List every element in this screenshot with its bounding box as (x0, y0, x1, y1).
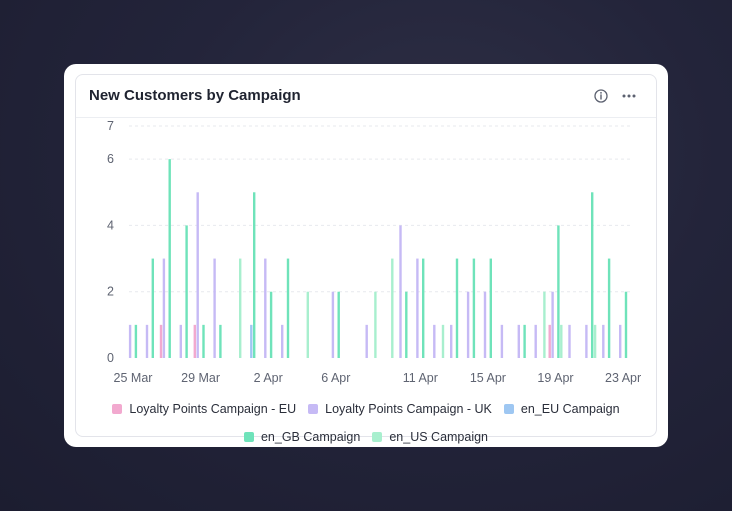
bar[interactable] (405, 291, 408, 358)
bar[interactable] (422, 258, 425, 358)
bar[interactable] (607, 258, 611, 358)
bar[interactable] (602, 324, 605, 358)
bar[interactable] (202, 324, 205, 358)
bar[interactable] (281, 324, 284, 358)
bar[interactable] (269, 291, 273, 358)
bar[interactable] (585, 324, 588, 358)
bar[interactable] (551, 291, 554, 358)
y-tick-label: 7 (107, 119, 114, 133)
x-tick-label: 25 Mar (114, 371, 153, 385)
x-tick-label: 23 Apr (605, 371, 641, 385)
bar[interactable] (196, 192, 199, 358)
more-options-icon[interactable] (619, 86, 639, 106)
bar[interactable] (151, 258, 154, 358)
bar[interactable] (213, 258, 216, 358)
bar[interactable] (399, 225, 402, 358)
chart-title: New Customers by Campaign (89, 87, 301, 104)
bar[interactable] (489, 258, 492, 358)
y-tick-label: 4 (107, 218, 114, 232)
y-tick-label: 6 (107, 152, 114, 166)
bar[interactable] (219, 324, 222, 358)
bar[interactable] (264, 258, 267, 358)
bar[interactable] (455, 258, 459, 358)
legend-swatch (372, 432, 383, 442)
bar[interactable] (365, 324, 368, 358)
legend-item[interactable]: Loyalty Points Campaign - EU (112, 401, 296, 417)
y-tick-label: 2 (107, 285, 114, 299)
bar[interactable] (179, 324, 182, 358)
bar[interactable] (253, 192, 256, 358)
bar[interactable] (168, 159, 171, 358)
bar-chart: 0 2 4 6 7 25 Mar 29 Mar 2 Apr 6 Apr 11 Apr 15 Apr 1… (107, 119, 641, 385)
card-header: New Customers by Campaign (76, 75, 656, 118)
bar[interactable] (145, 324, 149, 358)
legend-label: en_US Campaign (389, 430, 489, 444)
chart-legend: Loyalty Points Campaign - EU Loyalty Poin… (76, 401, 656, 445)
legend-swatch (503, 404, 514, 414)
bar[interactable] (450, 324, 453, 358)
bar[interactable] (250, 324, 253, 358)
bar[interactable] (391, 258, 394, 358)
bar[interactable] (557, 225, 560, 358)
bar[interactable] (286, 258, 290, 358)
x-tick-label: 2 Apr (254, 371, 283, 385)
bar[interactable] (374, 291, 377, 358)
bar[interactable] (500, 324, 504, 358)
legend-label: Loyalty Points Campaign - UK (325, 402, 492, 416)
bar[interactable] (548, 324, 551, 358)
legend-label: en_GB Campaign (260, 430, 361, 444)
bar[interactable] (483, 291, 487, 358)
bar[interactable] (441, 324, 445, 358)
legend-item[interactable]: en_US Campaign (372, 429, 488, 445)
legend-swatch (243, 432, 254, 442)
bar[interactable] (239, 258, 242, 358)
bar[interactable] (159, 324, 163, 358)
bar[interactable] (560, 324, 563, 358)
bar[interactable] (517, 324, 520, 358)
chart-card: New Customers by Campaign 0 2 4 6 7 25 Mar 29 … (75, 74, 657, 444)
bar[interactable] (306, 291, 309, 358)
bar[interactable] (134, 324, 138, 358)
x-tick-label: 19 Apr (537, 371, 573, 385)
bar[interactable] (593, 324, 597, 358)
info-icon[interactable] (591, 86, 611, 106)
y-tick-label: 0 (107, 351, 114, 365)
x-tick-label: 29 Mar (181, 371, 220, 385)
legend-item[interactable]: en_EU Campaign (503, 401, 620, 417)
bar[interactable] (523, 324, 526, 358)
bar[interactable] (543, 291, 546, 358)
bar[interactable] (591, 192, 594, 358)
bar[interactable] (472, 258, 476, 358)
bar[interactable] (534, 324, 537, 358)
bar[interactable] (128, 324, 132, 358)
bar[interactable] (337, 291, 340, 358)
x-tick-label: 6 Apr (321, 371, 350, 385)
legend-item[interactable]: en_GB Campaign (243, 429, 361, 445)
bar[interactable] (433, 324, 436, 358)
bar[interactable] (619, 324, 622, 358)
legend-swatch (308, 404, 319, 414)
bar[interactable] (331, 291, 335, 358)
bar[interactable] (466, 291, 470, 358)
legend-swatch (112, 404, 123, 414)
bar[interactable] (185, 225, 188, 358)
outer-frame: New Customers by Campaign 0 2 4 6 7 25 Mar 29 … (64, 64, 668, 447)
bar[interactable] (162, 258, 166, 358)
legend-label: en_EU Campaign (520, 402, 620, 416)
bar[interactable] (193, 324, 196, 358)
x-tick-label: 11 Apr (403, 371, 438, 385)
legend-label: Loyalty Points Campaign - EU (129, 402, 297, 416)
bar[interactable] (624, 291, 628, 358)
bar[interactable] (568, 324, 571, 358)
bar[interactable] (416, 258, 419, 358)
x-tick-label: 15 Apr (470, 371, 506, 385)
legend-item[interactable]: Loyalty Points Campaign - UK (308, 401, 492, 417)
